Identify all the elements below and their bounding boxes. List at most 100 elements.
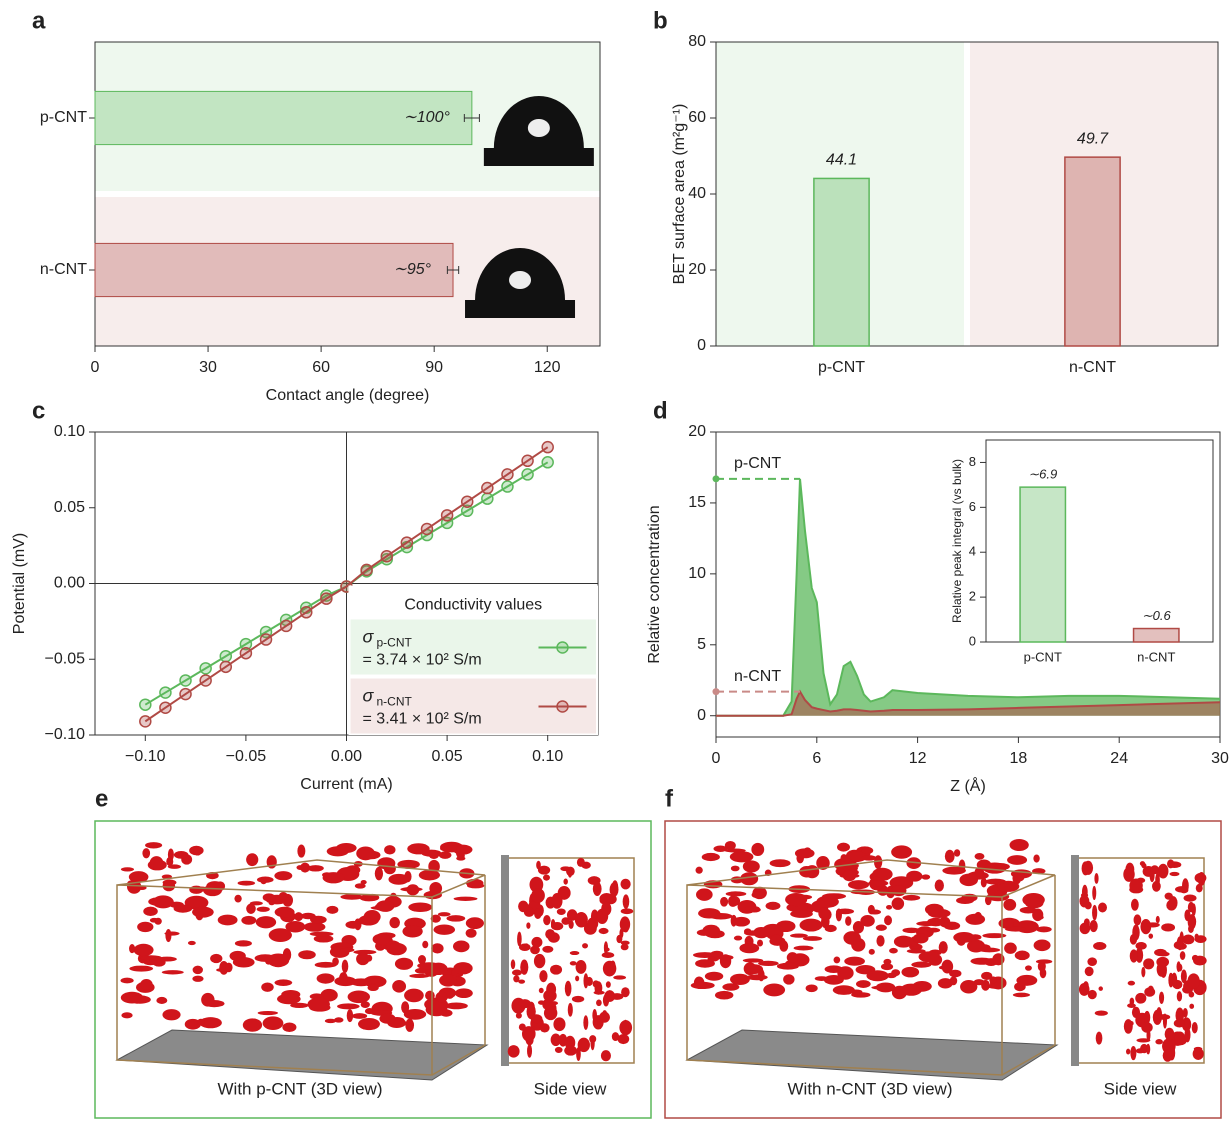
isosurface <box>133 943 154 957</box>
isosurface <box>744 930 762 936</box>
marker <box>541 440 554 454</box>
isosurface <box>875 982 896 993</box>
isosurface <box>619 916 631 933</box>
isosurface <box>1129 997 1135 1006</box>
isosurface <box>539 1023 550 1033</box>
x-tick-label: 24 <box>1110 750 1128 767</box>
x-tick-label: 0 <box>712 750 721 767</box>
isosurface <box>713 845 728 852</box>
isosurface <box>1192 1047 1204 1060</box>
isosurface <box>571 995 585 1003</box>
isosurface <box>564 980 572 997</box>
isosurface <box>256 906 270 912</box>
isosurface <box>128 871 149 883</box>
isosurface <box>367 984 379 992</box>
isosurface <box>1161 923 1176 932</box>
isosurface <box>1193 955 1207 966</box>
isosurface <box>582 943 589 949</box>
isosurface <box>707 956 719 962</box>
isosurface <box>725 891 747 897</box>
isosurface <box>1179 951 1186 960</box>
y-tick-label: −0.10 <box>45 726 86 743</box>
isosurface <box>943 921 961 931</box>
x-axis-label: Z (Å) <box>950 776 986 795</box>
render-caption: With n-CNT (3D view) <box>788 1079 953 1098</box>
y-tick-label: 40 <box>688 185 706 202</box>
isosurface <box>401 1001 410 1014</box>
isosurface <box>599 1011 610 1023</box>
isosurface <box>704 971 724 981</box>
x-tick-label: 12 <box>909 750 927 767</box>
isosurface <box>765 901 781 910</box>
isosurface <box>282 1022 297 1032</box>
isosurface <box>234 940 252 947</box>
y-tick-label: 4 <box>969 544 976 559</box>
isosurface <box>346 1009 354 1023</box>
isosurface <box>593 990 605 995</box>
droplet-substrate <box>465 300 576 318</box>
isosurface <box>351 1013 368 1019</box>
panel-label: f <box>665 785 674 812</box>
isosurface <box>322 872 345 884</box>
isosurface <box>379 1013 396 1024</box>
isosurface <box>609 882 619 897</box>
isosurface <box>613 975 627 980</box>
isosurface <box>776 962 799 970</box>
isosurface <box>620 878 631 890</box>
isosurface <box>121 1012 133 1019</box>
isosurface <box>199 1017 222 1029</box>
isosurface <box>563 878 568 885</box>
isosurface <box>402 925 423 938</box>
sheet <box>685 1029 1059 1081</box>
isosurface <box>425 990 435 1001</box>
marker <box>179 674 192 687</box>
isosurface <box>268 901 275 906</box>
isosurface <box>1136 1038 1151 1043</box>
isosurface <box>307 865 324 872</box>
isosurface <box>960 979 978 994</box>
isosurface <box>740 872 759 886</box>
isosurface <box>1184 1027 1191 1043</box>
isosurface <box>790 909 813 918</box>
isosurface <box>802 936 823 941</box>
isosurface <box>1196 985 1205 995</box>
droplet-highlight <box>527 119 550 137</box>
y-tick-label: 15 <box>688 494 706 511</box>
isosurface <box>1194 872 1207 883</box>
isosurface <box>173 904 193 913</box>
isosurface <box>510 959 516 970</box>
isosurface <box>1132 924 1140 941</box>
isosurface <box>720 896 729 907</box>
marker <box>300 606 313 619</box>
y-tick-label: −0.05 <box>45 650 86 667</box>
isosurface <box>189 885 204 894</box>
isosurface <box>1176 991 1183 1002</box>
isosurface <box>891 885 907 897</box>
isosurface <box>551 893 563 909</box>
isosurface <box>795 894 813 900</box>
isosurface <box>941 959 954 974</box>
isosurface <box>274 871 293 881</box>
isosurface <box>918 951 940 963</box>
isosurface <box>1083 860 1094 875</box>
isosurface <box>934 879 944 892</box>
isosurface <box>550 922 564 931</box>
isosurface <box>1135 942 1147 950</box>
isosurface <box>192 975 204 982</box>
marker <box>239 637 253 651</box>
isosurface <box>757 968 765 982</box>
isosurface <box>350 978 372 987</box>
isosurface <box>277 993 301 1005</box>
isosurface <box>717 954 734 961</box>
isosurface <box>1084 966 1094 977</box>
marker <box>521 468 534 481</box>
y-tick-label: 0 <box>697 707 706 724</box>
isosurface <box>1130 898 1139 911</box>
isosurface <box>526 1004 536 1020</box>
render-caption: Side view <box>1104 1079 1177 1098</box>
isosurface <box>790 933 808 938</box>
isosurface <box>507 1045 520 1058</box>
isosurface <box>417 955 427 965</box>
isosurface <box>758 960 779 967</box>
droplet-substrate <box>483 148 594 166</box>
